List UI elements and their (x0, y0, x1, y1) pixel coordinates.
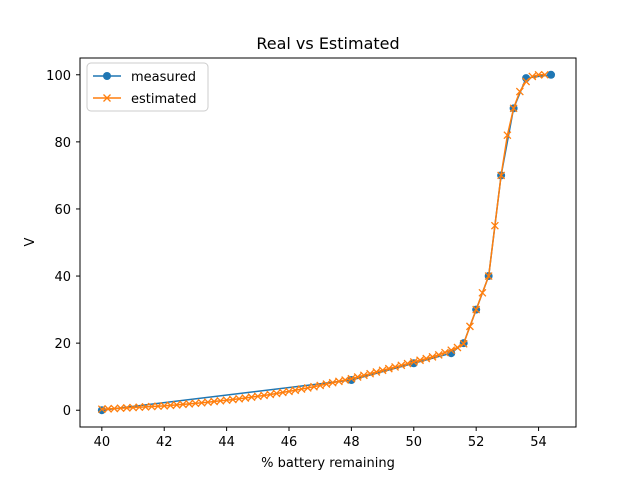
y-tick-label: 80 (54, 136, 71, 151)
estimated-point (310, 382, 318, 391)
axes-frame (79, 57, 577, 428)
estimated-point (372, 368, 381, 376)
estimated-point (540, 70, 549, 79)
estimated-point (422, 354, 431, 363)
estimated-point (434, 350, 443, 359)
estimated-point (285, 387, 293, 396)
x-tick-label: 54 (530, 435, 547, 450)
estimated-point (459, 339, 468, 348)
estimated-point (129, 403, 137, 412)
estimated-point (235, 394, 244, 403)
x-tick-label: 44 (218, 435, 235, 450)
estimated-point (465, 322, 474, 331)
estimated-point (191, 399, 200, 408)
estimated-point (359, 371, 368, 380)
estimated-point (260, 391, 269, 400)
estimated-point (490, 221, 499, 230)
legend-label: estimated (131, 92, 196, 107)
estimated-point (160, 401, 169, 410)
estimated-point (135, 403, 144, 412)
estimated-point (278, 388, 287, 397)
estimated-point (391, 362, 400, 371)
plot-area (97, 70, 556, 415)
y-tick-label: 60 (54, 203, 71, 218)
y-axis-label: V (23, 237, 38, 246)
chart-title: Real vs Estimated (256, 34, 399, 53)
estimated-point (341, 376, 350, 384)
estimated-point (478, 288, 487, 297)
estimated-point (172, 400, 181, 409)
estimated-point (253, 392, 262, 401)
measured-legend-marker (103, 72, 111, 80)
estimated-point (472, 305, 481, 314)
estimated-point (178, 400, 187, 409)
estimated-point (297, 385, 306, 394)
legend-entries: measured estimated (93, 70, 196, 107)
estimated-point (116, 404, 125, 413)
estimated-point (416, 356, 424, 365)
estimated-point (328, 378, 337, 387)
estimated-point (503, 131, 512, 140)
estimated-point (409, 357, 418, 366)
estimated-point (104, 404, 113, 413)
estimated-point (334, 377, 343, 386)
y-tick-label: 100 (46, 69, 71, 84)
estimated-point (509, 104, 518, 113)
estimated-point (97, 405, 106, 414)
estimated-point (366, 369, 375, 378)
estimated-point (522, 77, 531, 86)
measured-point (547, 70, 556, 79)
estimated-legend-marker (103, 94, 111, 102)
estimated-point (347, 374, 356, 383)
x-tick-label: 42 (156, 435, 173, 450)
estimated-point (266, 390, 275, 399)
estimated-point (141, 402, 150, 411)
estimated-point (147, 402, 156, 411)
estimated-point (534, 70, 543, 79)
estimated-point (497, 171, 506, 180)
estimated-point (353, 373, 362, 381)
axis-ticks: 40 42 44 46 48 50 52 54 0 20 40 60 80 100 (46, 69, 547, 450)
measured-point (97, 406, 106, 415)
estimated-point (291, 386, 300, 395)
x-tick-label: 46 (281, 435, 298, 450)
estimated-point (515, 87, 524, 96)
estimated-point (528, 72, 537, 81)
legend: measured estimated (86, 62, 209, 112)
estimated-point (441, 348, 449, 357)
x-tick-label: 50 (406, 435, 423, 450)
estimated-point (322, 380, 331, 389)
estimated-point (484, 272, 493, 281)
estimated-point (303, 383, 312, 392)
legend-label: measured (131, 70, 196, 85)
legend-box (86, 62, 209, 112)
y-tick-label: 20 (54, 337, 71, 352)
estimated-point (403, 359, 412, 368)
estimated-point (110, 404, 119, 413)
x-tick-label: 48 (343, 435, 360, 450)
estimated-point (384, 364, 393, 373)
estimated-point (241, 394, 250, 402)
y-tick-label: 0 (63, 404, 71, 419)
estimated-point (428, 352, 437, 361)
estimated-point (447, 346, 456, 355)
x-axis-label: % battery remaining (261, 456, 395, 471)
estimated-point (397, 361, 406, 370)
estimated-point (316, 381, 325, 390)
x-tick-label: 52 (468, 435, 485, 450)
x-tick-label: 40 (94, 435, 111, 450)
estimated-point (272, 389, 281, 398)
estimated-point (453, 343, 462, 352)
estimated-point (247, 393, 256, 402)
y-tick-label: 40 (54, 270, 71, 285)
estimated-point (378, 366, 387, 375)
estimated-point (166, 401, 175, 410)
estimated-point (154, 402, 162, 411)
estimated-point (185, 399, 194, 408)
estimated-point (122, 403, 131, 412)
